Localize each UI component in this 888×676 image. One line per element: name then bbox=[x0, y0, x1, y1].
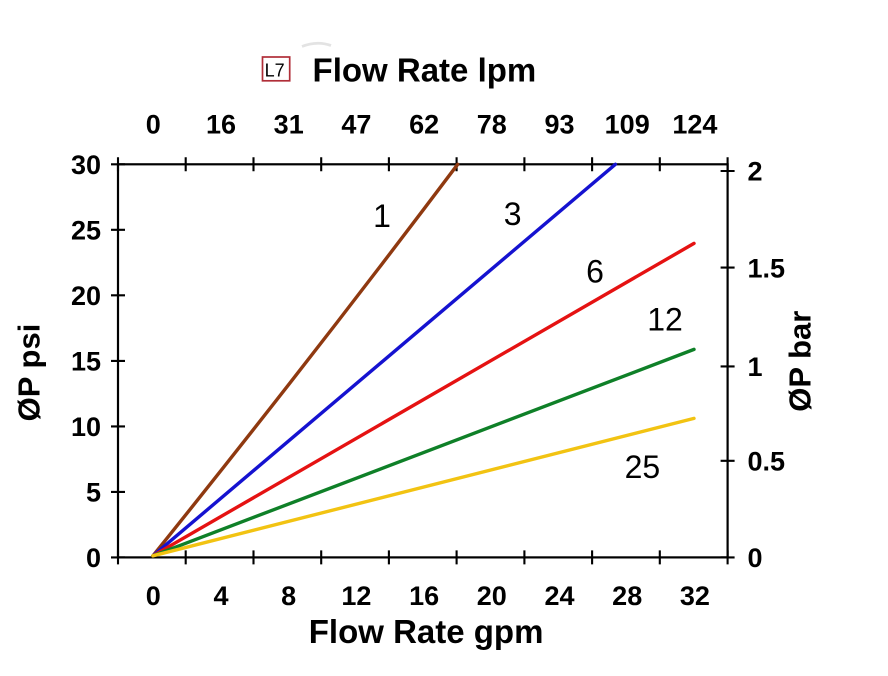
svg-text:28: 28 bbox=[612, 581, 642, 611]
svg-text:15: 15 bbox=[71, 347, 101, 377]
svg-text:ØP bar: ØP bar bbox=[783, 311, 818, 412]
svg-text:124: 124 bbox=[672, 109, 717, 139]
svg-text:30: 30 bbox=[71, 150, 101, 180]
svg-text:0.5: 0.5 bbox=[748, 447, 786, 477]
svg-text:0: 0 bbox=[146, 109, 161, 139]
svg-text:93: 93 bbox=[544, 109, 574, 139]
svg-text:Flow Rate lpm: Flow Rate lpm bbox=[313, 52, 537, 89]
svg-text:25: 25 bbox=[71, 216, 101, 246]
svg-text:8: 8 bbox=[281, 581, 296, 611]
svg-text:47: 47 bbox=[341, 109, 371, 139]
svg-text:2: 2 bbox=[748, 157, 763, 187]
svg-text:62: 62 bbox=[409, 109, 439, 139]
svg-text:1: 1 bbox=[748, 352, 763, 382]
svg-text:3: 3 bbox=[504, 196, 522, 232]
svg-text:ØP psi: ØP psi bbox=[11, 324, 46, 422]
svg-text:16: 16 bbox=[206, 109, 236, 139]
svg-text:L7: L7 bbox=[265, 60, 285, 80]
svg-text:20: 20 bbox=[477, 581, 507, 611]
svg-text:24: 24 bbox=[544, 581, 574, 611]
svg-text:109: 109 bbox=[605, 109, 650, 139]
svg-text:10: 10 bbox=[71, 412, 101, 442]
svg-text:25: 25 bbox=[625, 449, 661, 485]
svg-text:31: 31 bbox=[274, 109, 304, 139]
svg-text:12: 12 bbox=[647, 302, 683, 338]
svg-text:1: 1 bbox=[373, 198, 391, 234]
svg-text:4: 4 bbox=[213, 581, 228, 611]
svg-text:5: 5 bbox=[86, 478, 101, 508]
svg-text:0: 0 bbox=[86, 543, 101, 573]
svg-text:16: 16 bbox=[409, 581, 439, 611]
svg-text:78: 78 bbox=[477, 109, 507, 139]
svg-text:Flow Rate gpm: Flow Rate gpm bbox=[309, 613, 544, 650]
svg-text:6: 6 bbox=[586, 254, 604, 290]
svg-text:12: 12 bbox=[341, 581, 371, 611]
svg-text:0: 0 bbox=[748, 543, 763, 573]
svg-text:32: 32 bbox=[680, 581, 710, 611]
svg-text:20: 20 bbox=[71, 281, 101, 311]
svg-text:1.5: 1.5 bbox=[748, 253, 786, 283]
svg-text:0: 0 bbox=[146, 581, 161, 611]
